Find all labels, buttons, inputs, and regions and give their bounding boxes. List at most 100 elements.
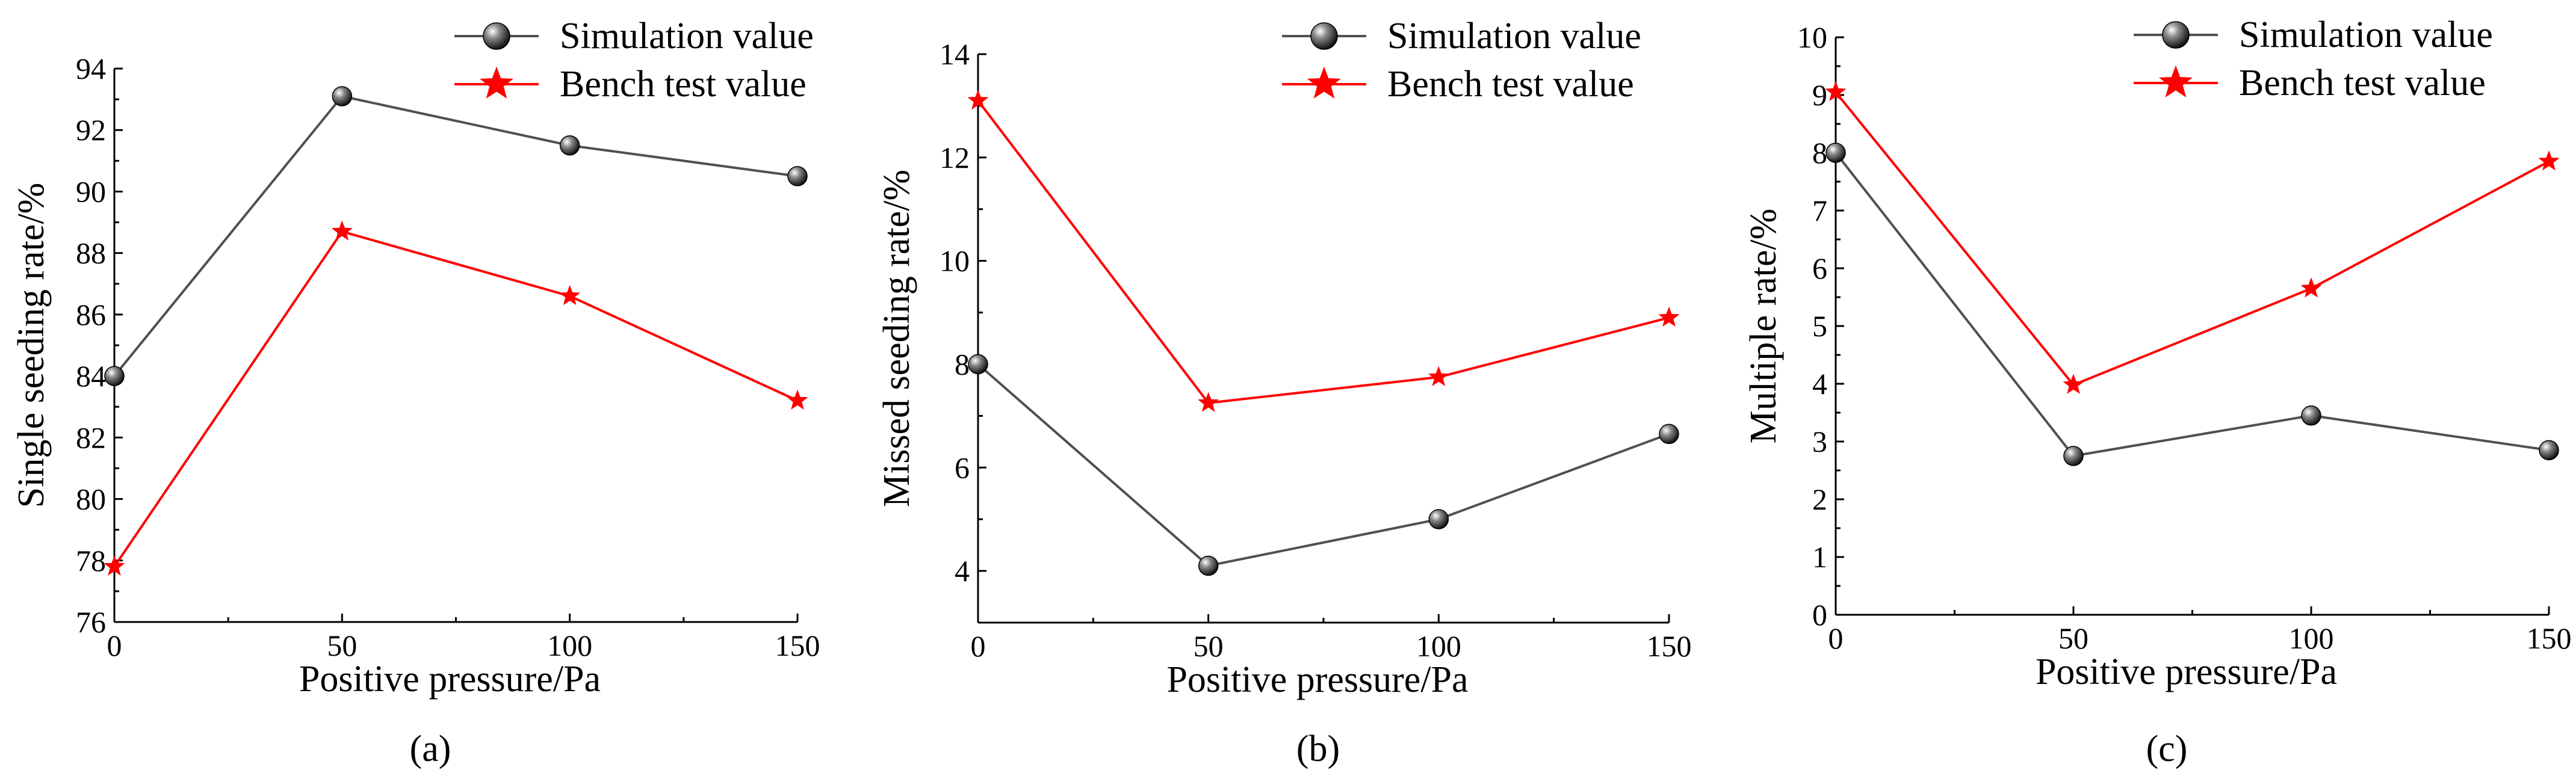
y-tick-label: 10 [1797,20,1827,54]
y-tick-label: 8 [955,347,970,381]
x-tick-label: 150 [2527,621,2572,655]
data-point-sphere [559,135,580,156]
panel-label: (a) [410,728,451,769]
series-bench-test-value [967,89,1680,412]
y-tick-label: 6 [955,451,970,484]
y-tick-label: 10 [940,244,970,278]
y-tick-label: 80 [76,482,106,516]
legend-entry: Bench test value [2239,63,2486,103]
x-axis-label: Positive pressure/Pa [1166,659,1468,700]
y-tick-label: 88 [76,236,106,270]
y-tick-label: 4 [1812,367,1827,401]
y-tick-label: 94 [76,52,106,85]
y-tick-label: 14 [940,37,970,71]
y-tick-label: 7 [1812,194,1827,227]
legend-entry: Simulation value [1387,16,1641,57]
data-point-sphere [332,86,353,106]
y-tick-label: 12 [940,141,970,174]
data-point-sphere [1428,509,1449,529]
data-point-star [2063,374,2084,394]
x-tick-label: 0 [107,629,122,662]
series-simulation-value [968,354,1679,576]
chart-panel-b: 4 6 8 10 12 14 0 50 100 150 Positive pressure/Pa Mi… [876,16,1692,769]
y-tick-label: 78 [76,544,106,577]
x-tick-label: 100 [547,629,592,662]
data-point-star [559,285,581,306]
x-tick-label: 50 [1194,629,1224,663]
data-point-star [2538,150,2560,171]
series-line [1834,91,2550,387]
x-tick-label: 150 [775,629,820,662]
x-tick-label: 100 [1416,629,1461,663]
y-tick-label: 3 [1812,425,1827,458]
y-tick-label: 90 [76,174,106,208]
data-point-sphere [787,166,808,186]
series-bench-test-value [1825,81,2560,394]
x-tick-label: 150 [1647,629,1692,663]
y-axis-label: Multiple rate/% [1743,209,1784,444]
data-point-star [1658,306,1680,327]
legend-entry: Simulation value [560,16,814,57]
x-tick-label: 0 [971,629,986,663]
series-line [977,363,1670,567]
panel-label: (b) [1296,728,1340,769]
data-point-star [967,89,989,110]
y-tick-label: 9 [1812,78,1827,112]
data-point-sphere [968,354,988,375]
data-point-sphere [104,366,125,386]
series-line [1834,152,2550,458]
y-tick-label: 0 [1812,598,1827,632]
legend: Simulation value Bench test value [1282,16,1641,105]
data-point-sphere [1825,143,1846,163]
y-tick-label: 6 [1812,251,1827,285]
legend-entry: Bench test value [1387,64,1634,105]
legend-marker-star [2159,65,2193,97]
legend-entry: Simulation value [2239,14,2493,55]
data-point-sphere [1198,555,1219,576]
data-point-sphere [2063,446,2084,466]
x-tick-label: 100 [2289,621,2334,655]
series-simulation-value [1825,143,2559,466]
data-point-sphere [2539,440,2559,461]
y-axis-label: Single seeding rate/% [11,183,52,508]
chart-panel-a: 76 78 80 82 84 86 88 90 92 94 0 50 100 150 Positive pr… [11,16,820,769]
panel-label: (c) [2146,728,2188,769]
y-tick-label: 84 [76,359,106,393]
y-axis-label: Missed seeding rate/% [876,170,917,507]
data-point-star [2300,277,2322,298]
series-simulation-value [104,86,808,386]
legend-marker-sphere [2162,21,2190,49]
y-tick-label: 86 [76,298,106,331]
data-point-star [331,220,353,241]
y-tick-label: 4 [955,554,970,588]
x-tick-label: 50 [2058,621,2088,655]
x-axis-label: Positive pressure/Pa [299,659,601,700]
y-tick-label: 8 [1812,136,1827,170]
legend-entry: Bench test value [560,64,807,105]
y-tick-label: 2 [1812,482,1827,516]
data-point-star [1198,392,1219,412]
x-tick-label: 50 [327,629,357,662]
y-tick-label: 76 [76,605,106,639]
x-tick-label: 0 [1828,621,1844,655]
legend-marker-star [1307,66,1341,99]
series-line [113,230,798,568]
data-point-star [104,555,125,576]
x-axis-label: Positive pressure/Pa [2036,651,2337,692]
legend-marker-sphere [1310,22,1338,50]
data-point-star [1825,81,1847,102]
legend-marker-sphere [483,22,510,50]
data-point-star [787,389,808,410]
y-tick-label: 92 [76,113,106,147]
series-line [113,94,798,377]
series-bench-test-value [104,220,808,576]
data-point-sphere [2301,405,2321,426]
data-point-star [1428,366,1449,386]
legend-marker-star [480,66,513,99]
legend: Simulation value Bench test value [454,16,814,105]
legend: Simulation value Bench test value [2134,14,2493,103]
data-point-sphere [1659,423,1679,445]
y-tick-label: 82 [76,420,106,454]
y-tick-label: 1 [1812,540,1827,574]
